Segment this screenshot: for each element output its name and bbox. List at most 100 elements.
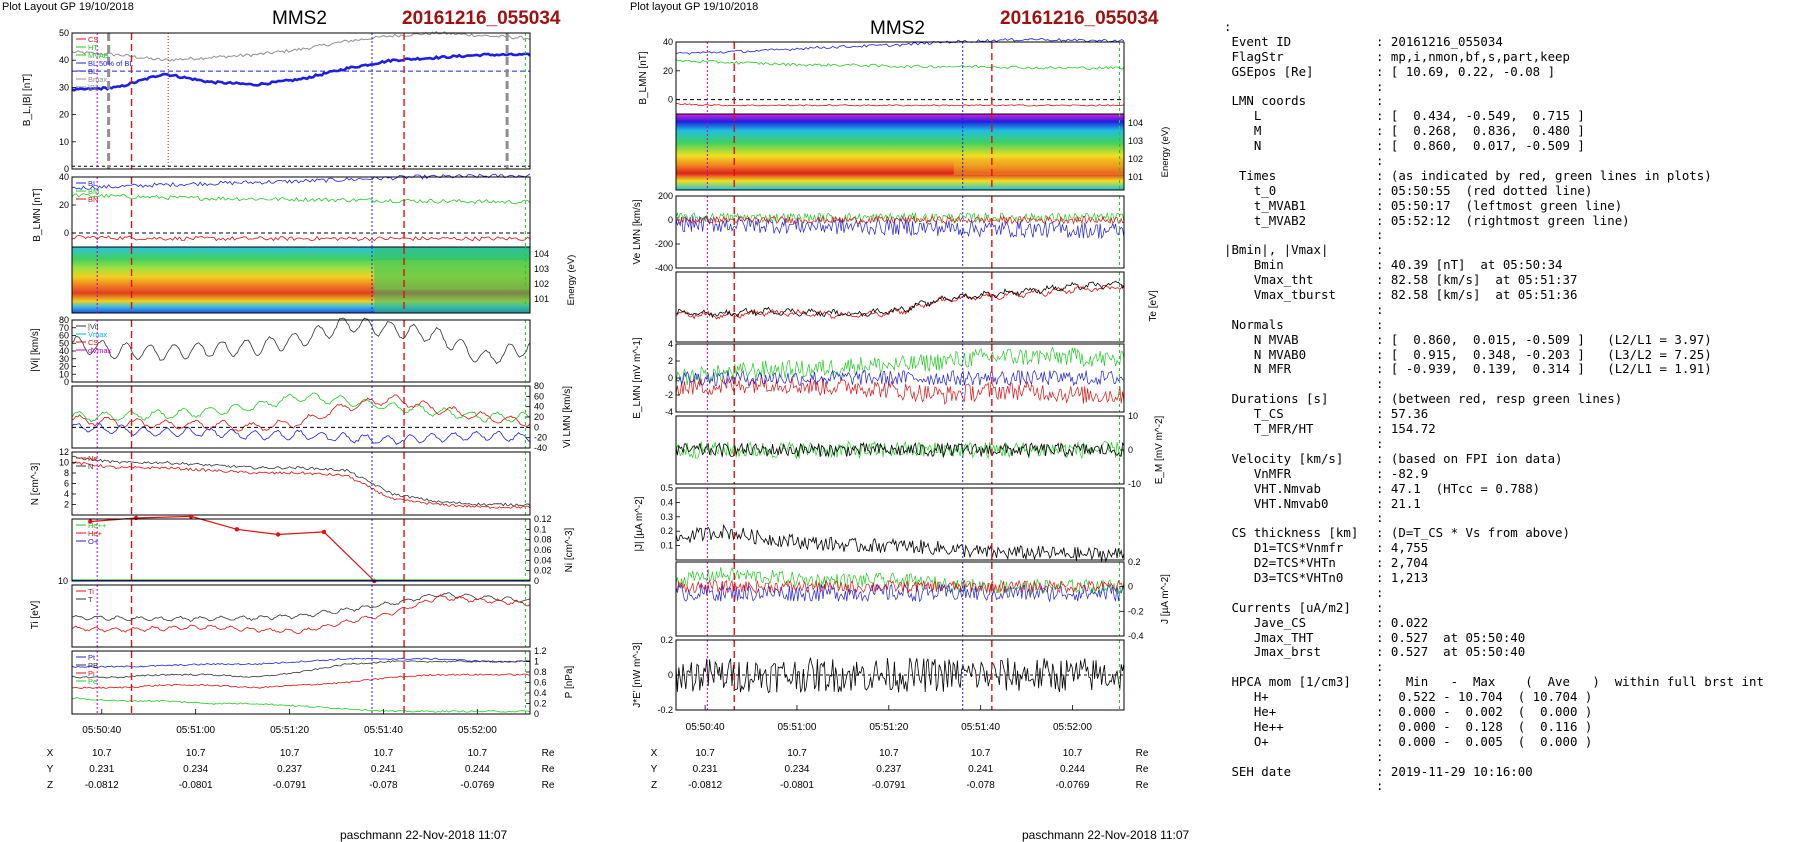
legend-entry: N: [88, 462, 93, 471]
info-line: VHT.Nmvab: 47.1 (HTcc = 0.788): [1224, 482, 1800, 497]
vm-line: [71, 394, 531, 432]
legend-entry: He+: [88, 529, 103, 538]
position-unit: Re: [1136, 764, 1149, 775]
position-unit: Re: [542, 764, 555, 775]
y-tick-label: 10: [59, 369, 69, 379]
y-tick-label: 0: [534, 422, 539, 432]
info-value: : 82.58 [km/s] at 05:51:36: [1376, 288, 1578, 303]
legend-entry: PB: [88, 661, 98, 670]
bn-line: [675, 103, 1125, 107]
y-tick-label: 0: [668, 215, 673, 225]
right-figure-header: Plot layout GP 19/10/2018: [630, 1, 759, 13]
info-value: : (based on FPI ion data): [1376, 451, 1563, 466]
info-value: : 0.022: [1376, 615, 1429, 630]
em-line: [675, 374, 1125, 405]
y-tick-label: 0.4: [660, 497, 673, 507]
panel-frame: [675, 561, 1125, 637]
info-value: : [ 0.268, 0.836, 0.480 ]: [1376, 124, 1585, 139]
data-point: [88, 519, 93, 524]
position-value: 0.234: [183, 764, 208, 775]
position-value: 10.7: [879, 748, 899, 759]
energy-tick-label: 101: [1128, 172, 1143, 182]
y-tick-label: 0.8: [534, 667, 547, 677]
energy-tick-label: 104: [1128, 118, 1143, 128]
info-value: : 1,213: [1376, 570, 1429, 585]
energy-tick-label: 101: [534, 294, 549, 304]
info-line: SEH date: 2019-11-29 10:16:00: [1224, 765, 1800, 780]
info-value: : 2019-11-29 10:16:00: [1376, 764, 1533, 779]
y-axis-label: P [nPa]: [564, 665, 575, 698]
y-tick-label: 1.2: [534, 646, 547, 656]
spectrogram-region: [374, 260, 530, 290]
info-line: L: [ 0.434, -0.549, 0.715 ]: [1224, 109, 1800, 124]
y-tick-label: 0.12: [534, 514, 552, 524]
y-axis-label: Te [eV]: [1148, 290, 1159, 321]
legend-entry: Bmax: [88, 75, 107, 84]
position-value: 10.7: [374, 748, 394, 759]
y-tick-label: 0.2: [1128, 557, 1141, 567]
info-key: D1=TCS*Vnmfr: [1224, 541, 1344, 556]
data-point: [133, 515, 139, 521]
info-value: : [ -0.939, 0.139, 0.314 ] (L2/L1 = 1.91…: [1376, 362, 1712, 377]
info-value: : [ 0.860, 0.017, -0.509 ]: [1376, 139, 1585, 154]
position-value: 0.237: [277, 764, 302, 775]
position-row-label: X: [47, 748, 54, 759]
info-line: O+: 0.000 - 0.005 ( 0.000 ): [1224, 735, 1800, 750]
y-axis-label: N [cm^-3]: [30, 463, 41, 506]
y-tick-label: 10: [58, 576, 68, 586]
y-axis-label: Energy (eV): [566, 255, 577, 306]
info-line: N: [ 0.860, 0.017, -0.509 ]: [1224, 139, 1800, 154]
j-magnitude-line: [675, 523, 1125, 563]
te-line: [675, 280, 1125, 319]
info-value: : 21.1: [1376, 496, 1421, 511]
info-key: Vmax_tburst: [1224, 288, 1336, 303]
event-info-panel: : Event ID: 20161216_055034 FlagStr: mp,…: [1224, 20, 1800, 810]
position-value: -0.0812: [85, 780, 119, 791]
info-value: : mp,i,nmon,bf,s,part,keep: [1376, 49, 1570, 64]
info-key: Event ID: [1224, 34, 1292, 49]
y-axis-label: |Vi| [km/s]: [30, 328, 41, 372]
info-key: t_MVAB1: [1224, 198, 1307, 213]
position-row-label: Y: [651, 764, 658, 775]
energy-tick-label: 103: [1128, 136, 1143, 146]
y-tick-label: 2: [668, 356, 673, 366]
je-line: [675, 657, 1125, 694]
info-key: Times: [1224, 168, 1277, 183]
position-value: 10.7: [92, 748, 112, 759]
info-value: : Min - Max ( Ave ) within full brst int: [1376, 675, 1764, 690]
position-value: -0.078: [369, 780, 398, 791]
y-tick-label: 0.2: [660, 635, 673, 645]
info-value: : 82.58 [km/s] at 05:51:37: [1376, 273, 1578, 288]
energy-tick-label: 102: [1128, 154, 1143, 164]
ne-line: [71, 461, 531, 509]
info-line: t_MVAB1: 05:50:17 (leftmost green line): [1224, 199, 1800, 214]
data-point: [321, 529, 327, 535]
info-key: Currents [uA/m2]: [1224, 600, 1351, 615]
y-axis-label: J [µA m^-2]: [1160, 574, 1171, 624]
y-tick-label: 0: [64, 228, 69, 238]
position-row-label: Y: [47, 764, 54, 775]
info-value: :: [1376, 79, 1384, 94]
panel-frame: [71, 32, 531, 170]
info-value: : [ 10.69, 0.22, -0.08 ]: [1376, 64, 1556, 79]
bm-line: [675, 59, 1125, 70]
info-line: D2=TCS*VHTn: 2,704: [1224, 556, 1800, 571]
position-row-label: Z: [651, 780, 657, 791]
y-tick-label: 0.06: [534, 545, 552, 555]
y-tick-label: 0.2: [534, 699, 547, 709]
info-key: He+: [1224, 704, 1277, 719]
time-tick-label: 05:51:20: [270, 725, 309, 736]
info-value: : 20161216_055034: [1376, 34, 1503, 49]
info-line: t_MVAB2: 05:52:12 (rightmost green line): [1224, 214, 1800, 229]
y-tick-label: 0.3: [660, 512, 673, 522]
info-key: Vmax_tht: [1224, 273, 1314, 288]
info-key: t_0: [1224, 183, 1277, 198]
y-tick-label: 0.08: [534, 535, 552, 545]
info-line: GSEpos [Re]: [ 10.69, 0.22, -0.08 ]: [1224, 65, 1800, 80]
info-line: :: [1224, 303, 1800, 318]
info-key: CS thickness [km]: [1224, 526, 1359, 541]
y-tick-label: 10: [59, 137, 69, 147]
info-line: H+: 0.522 - 10.704 ( 10.704 ): [1224, 690, 1800, 705]
legend-entry: BN: [88, 195, 98, 204]
